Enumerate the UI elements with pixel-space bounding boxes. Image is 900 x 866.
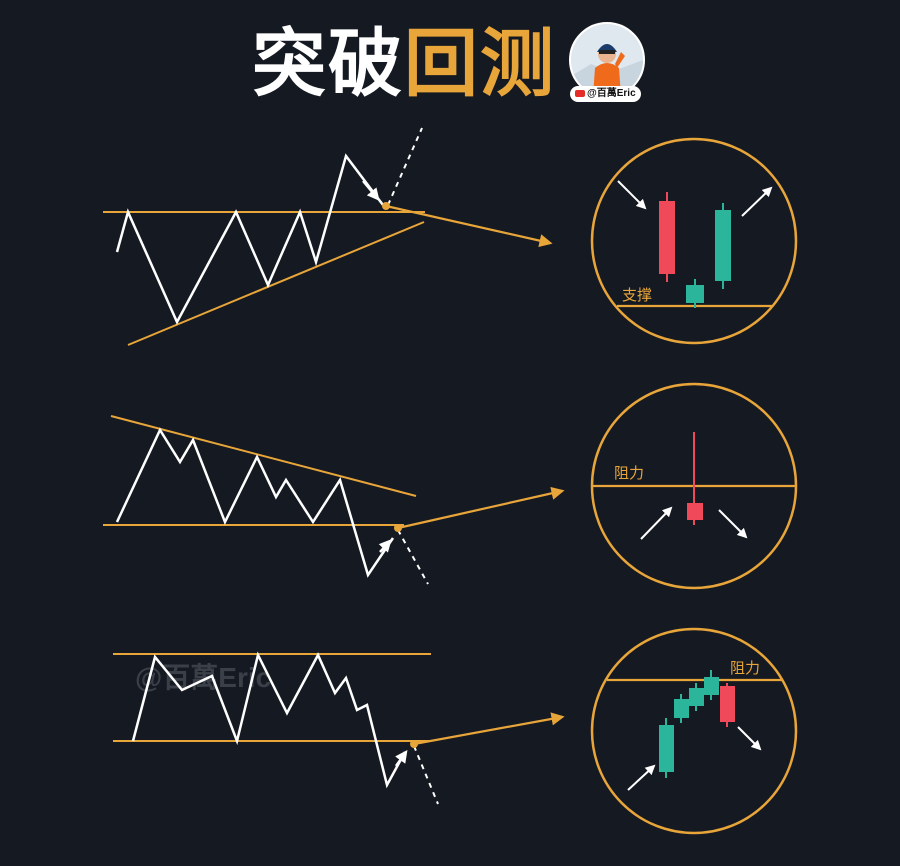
big-bull-candle [715, 210, 731, 281]
continuation-dashed-line [397, 529, 429, 585]
price-path [115, 427, 395, 578]
up-arrow-right [741, 186, 773, 217]
resistance-label: 阻力 [614, 464, 644, 482]
down-arrow-right [737, 726, 762, 751]
price-path-tip [362, 180, 380, 201]
small-bull-candle [686, 285, 704, 303]
price-path-tip [394, 749, 408, 767]
pattern-descending-triangle [103, 415, 565, 585]
bear-candle [720, 686, 735, 722]
bear-candle [659, 201, 675, 274]
zoom-circle-resistance-upper: 阻力 [590, 382, 798, 590]
bull-candle-2 [674, 699, 689, 718]
pattern-rectangle-range: @百萬Eric [113, 651, 565, 805]
falling-resistance-line [110, 415, 417, 497]
avatar [569, 22, 645, 98]
pinbar-candle-body [687, 503, 703, 520]
youtube-icon [575, 89, 585, 97]
continuation-dashed-line [413, 745, 439, 805]
zoom-circle-support: 支撑 [590, 137, 798, 345]
watermark: @百萬Eric [135, 662, 271, 693]
support-label: 支撑 [622, 286, 652, 304]
title-part-breakout: 突破 [252, 21, 404, 107]
price-path [131, 651, 407, 789]
zoom-arrow [397, 486, 565, 530]
title-part-retest: 回测 [404, 21, 556, 107]
author-tag: @百萬Eric [570, 86, 641, 102]
zoom-arrow [385, 204, 553, 248]
continuation-dashed-line [387, 127, 423, 206]
down-arrow-right [718, 509, 748, 539]
page-title: 突破回测 [252, 20, 556, 108]
zoom-circle-outline [590, 137, 798, 345]
resistance-label: 阻力 [730, 659, 760, 677]
up-arrow-left [640, 506, 673, 540]
up-arrow-left [627, 764, 656, 791]
bull-candle-4 [704, 677, 719, 695]
pattern-ascending-triangle [103, 127, 553, 346]
bull-candle-3 [689, 688, 704, 706]
author-tag-text: @百萬Eric [587, 88, 636, 99]
zoom-circle-resistance-lower: 阻力 [590, 627, 798, 835]
zoom-circle-outline [590, 627, 798, 835]
zoom-arrow [413, 712, 565, 746]
down-arrow-left [617, 180, 647, 210]
price-path-tip [378, 539, 392, 553]
bull-candle-1 [659, 725, 674, 772]
price-path [115, 153, 384, 325]
rising-support-line [127, 221, 425, 346]
header: 突破回测 @百萬Eric [0, 12, 900, 112]
